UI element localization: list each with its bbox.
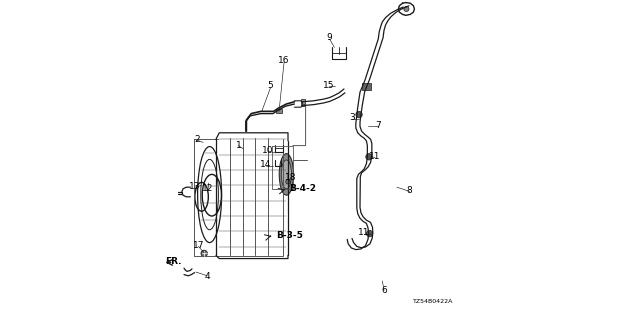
Text: 16: 16	[278, 56, 290, 65]
Circle shape	[404, 6, 409, 12]
Ellipse shape	[279, 154, 294, 195]
Circle shape	[367, 230, 372, 237]
Circle shape	[356, 111, 362, 118]
Text: 7: 7	[375, 121, 380, 130]
Text: 6: 6	[381, 286, 387, 295]
Bar	[301, 99, 305, 106]
Text: 9: 9	[327, 33, 332, 42]
Text: 12: 12	[202, 184, 214, 193]
Circle shape	[201, 250, 207, 257]
Text: 4: 4	[205, 272, 210, 281]
Text: 17: 17	[193, 241, 204, 250]
Text: 11: 11	[358, 228, 370, 237]
Text: 10: 10	[262, 146, 274, 155]
Text: 14: 14	[260, 160, 271, 169]
Text: TZ54B0422A: TZ54B0422A	[413, 299, 454, 304]
Text: 18: 18	[285, 173, 296, 182]
Text: 11: 11	[369, 152, 381, 161]
Circle shape	[285, 180, 291, 184]
Ellipse shape	[282, 160, 292, 189]
Text: 13: 13	[189, 182, 200, 191]
Circle shape	[366, 154, 372, 160]
Text: FR.: FR.	[165, 257, 182, 266]
Text: 15: 15	[323, 81, 335, 90]
Text: 1: 1	[236, 141, 241, 150]
Text: 2: 2	[194, 135, 200, 144]
Text: 3: 3	[349, 113, 355, 122]
Text: 5: 5	[268, 81, 273, 90]
Text: B-4-2: B-4-2	[290, 184, 317, 193]
Text: B-3-5: B-3-5	[276, 231, 303, 240]
Bar	[276, 109, 282, 113]
Bar	[362, 83, 371, 90]
Text: 8: 8	[407, 186, 412, 195]
